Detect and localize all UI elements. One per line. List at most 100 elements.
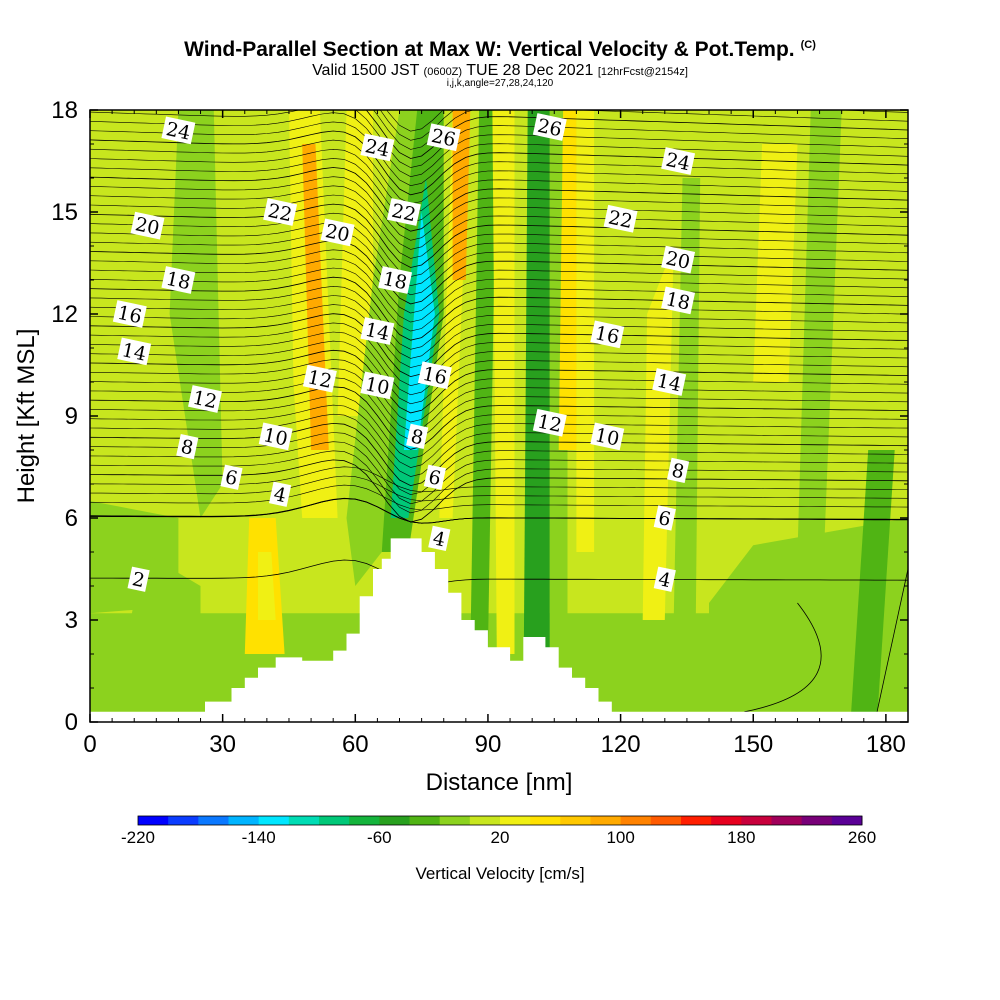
colorbar-tick-label: -60 xyxy=(367,828,392,847)
contour-label: 8 xyxy=(406,423,429,450)
contour-label-box xyxy=(112,300,147,328)
colorbar-swatch xyxy=(469,816,501,825)
contour-label-text: 10 xyxy=(261,424,289,451)
theta-contour-14 xyxy=(90,313,908,378)
theta-contour-minor xyxy=(90,110,908,168)
y-tick-label: 9 xyxy=(65,403,78,430)
contour-label-box xyxy=(532,113,567,141)
theta-contour-minor xyxy=(90,176,908,241)
terrain-mask xyxy=(90,538,908,722)
x-tick-label: 90 xyxy=(475,731,502,758)
theta-contour-4 xyxy=(90,497,908,524)
colorbar-swatch xyxy=(198,816,229,825)
x-tick-label: 60 xyxy=(342,731,369,758)
contour-label: 24 xyxy=(161,116,196,145)
x-axis-label: Distance [nm] xyxy=(426,769,573,796)
contour-label: 4 xyxy=(653,566,676,592)
field-band xyxy=(112,552,201,722)
contour-label-box xyxy=(188,385,222,413)
contour-label: 14 xyxy=(360,317,395,345)
contour-label-text: 8 xyxy=(670,459,686,483)
theta-contour-18 xyxy=(90,240,908,305)
theta-contour-minor xyxy=(90,185,908,250)
contour-label-box xyxy=(269,481,292,507)
copyright-mark: (C) xyxy=(800,39,816,51)
contour-label-text: 12 xyxy=(535,411,563,438)
colorbar-swatch xyxy=(319,816,350,825)
theta-contour-24 xyxy=(90,130,908,196)
contour-label: 24 xyxy=(661,147,696,175)
field-band xyxy=(558,110,577,450)
contour-label-box xyxy=(661,286,696,315)
theta-contour-minor xyxy=(90,322,908,387)
y-tick-label: 15 xyxy=(51,199,78,226)
colorbar-swatch xyxy=(590,816,622,825)
contour-label-text: 8 xyxy=(409,425,425,449)
x-tick-label: 150 xyxy=(733,731,773,758)
contour-label: 6 xyxy=(423,464,446,490)
contour-label-text: 24 xyxy=(164,118,192,145)
valid-date: TUE 28 Dec 2021 xyxy=(466,62,594,79)
colorbar-swatch xyxy=(439,816,471,825)
contour-label-box xyxy=(667,457,690,484)
colorbar-tick-label: -220 xyxy=(120,828,156,847)
contour-label-box xyxy=(117,337,152,366)
axes: 0 30 60 90 120 150 180 0 3 6 9 12 15 18 Distance [nm] H… xyxy=(13,97,908,796)
contour-label-box xyxy=(661,147,696,175)
field-band xyxy=(169,110,223,518)
contour-label: 26 xyxy=(426,123,461,151)
colorbar-swatch xyxy=(409,816,441,825)
contour-label: 10 xyxy=(360,371,395,400)
colorbar-swatch xyxy=(560,816,591,825)
colorbar-swatch xyxy=(620,816,652,825)
contour-label: 14 xyxy=(652,368,687,396)
theta-contour-8 xyxy=(90,422,908,487)
contour-label-box xyxy=(176,433,199,460)
contour-label: 12 xyxy=(532,408,567,438)
colorbar-tick-label: -140 xyxy=(241,828,276,847)
x-tick-label: 120 xyxy=(601,731,641,758)
valid-time: Valid 1500 JST xyxy=(312,62,420,79)
theta-contour-16 xyxy=(90,276,908,341)
contour-label: 14 xyxy=(117,337,152,366)
theta-contour-minor xyxy=(90,121,908,187)
theta-contour-minor xyxy=(90,285,908,350)
colorbar-swatch xyxy=(530,816,561,825)
theta-contour-10 xyxy=(90,386,908,450)
contour-label-text: 10 xyxy=(593,424,621,451)
theta-contour-12 xyxy=(90,349,908,414)
contour-label-text: 22 xyxy=(390,200,418,227)
theta-contour-edge xyxy=(876,568,908,712)
theta-contour-minor xyxy=(90,475,908,502)
field-band xyxy=(797,110,842,552)
theta-contour-low xyxy=(744,602,822,713)
colorbar-swatch xyxy=(138,816,169,825)
contour-label: 20 xyxy=(661,245,696,274)
colorbar-swatch xyxy=(500,816,531,825)
contour-label-box xyxy=(406,423,429,450)
contour-label-box xyxy=(220,464,243,490)
theta-contour-minor xyxy=(90,231,908,296)
contour-label-box xyxy=(161,266,196,294)
theta-contour-minor xyxy=(90,148,908,214)
theta-contour-minor xyxy=(90,249,908,314)
contour-label-text: 20 xyxy=(664,247,692,274)
contour-label: 16 xyxy=(417,361,452,389)
contour-label: 22 xyxy=(263,198,298,227)
field-band xyxy=(403,212,435,450)
colorbar-swatch xyxy=(258,816,290,825)
contour-label: 8 xyxy=(176,433,199,460)
contour-label-box xyxy=(258,422,293,451)
contour-label: 22 xyxy=(603,204,638,233)
contour-label: 12 xyxy=(188,385,222,414)
contour-label-text: 22 xyxy=(266,200,294,227)
field-band xyxy=(452,110,471,280)
contour-label: 2 xyxy=(127,566,150,592)
colorbar-tick-label: 100 xyxy=(606,828,635,847)
contour-label: 12 xyxy=(302,364,337,393)
contour-label-text: 12 xyxy=(191,387,219,414)
x-tick-label: 0 xyxy=(83,731,96,758)
y-axis-label: Height [Kft MSL] xyxy=(13,329,40,504)
